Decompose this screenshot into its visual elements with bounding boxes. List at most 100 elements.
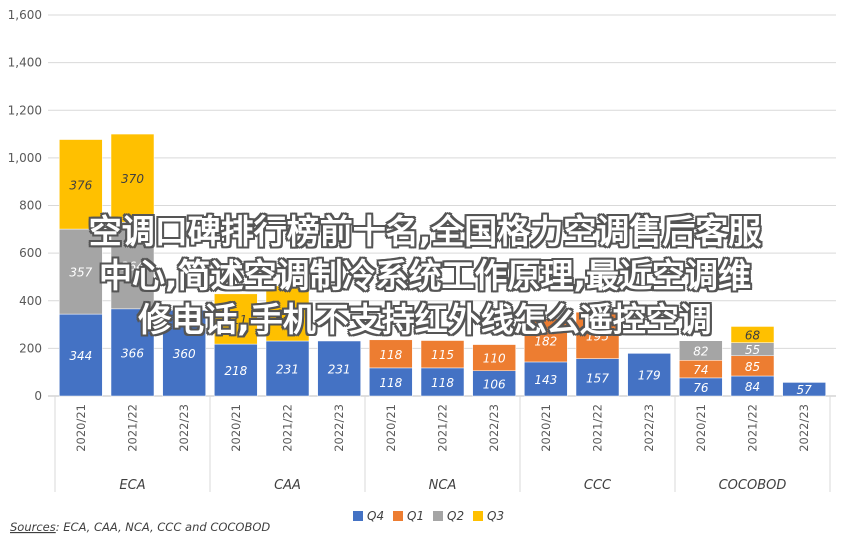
group-label: COCOBOD xyxy=(719,478,787,493)
data-label: 118 xyxy=(379,376,402,390)
bar-segment xyxy=(730,326,775,343)
bar-segment xyxy=(575,311,620,359)
y-tick-label: 1,200 xyxy=(8,103,42,117)
bar-segment xyxy=(214,343,258,397)
data-label: 231 xyxy=(276,307,299,321)
bar-segment xyxy=(420,367,465,397)
data-label: 118 xyxy=(431,376,454,390)
bars xyxy=(59,133,826,397)
x-tick-label: 2022/23 xyxy=(177,404,191,452)
bar-segment xyxy=(317,340,361,397)
data-label: 76 xyxy=(693,381,709,395)
data-label: 68 xyxy=(745,329,761,343)
data-label: 360 xyxy=(173,347,196,361)
data-label: 57 xyxy=(797,383,813,397)
y-tick-label: 0 xyxy=(34,389,42,403)
y-tick-label: 800 xyxy=(19,199,42,213)
data-label: 106 xyxy=(483,377,506,391)
bar-segment xyxy=(524,318,568,363)
group-label: CCC xyxy=(584,478,612,493)
source-text: Sources: ECA, CAA, NCA, CCC and COCOBOD xyxy=(10,520,270,534)
x-tick-label: 2021/22 xyxy=(126,404,140,452)
source-note: Sources: ECA, CAA, NCA, CCC and COCOBOD xyxy=(10,520,270,534)
data-label: 179 xyxy=(638,369,661,383)
x-tick-label: 2021/22 xyxy=(281,404,295,452)
legend-swatch xyxy=(473,511,483,521)
y-tick-label: 1,400 xyxy=(8,56,42,70)
data-label: 376 xyxy=(69,178,92,192)
data-label: 84 xyxy=(745,380,760,394)
legend-label: Q1 xyxy=(407,509,424,523)
data-label: 110 xyxy=(483,352,506,366)
bar-segment xyxy=(575,358,620,397)
x-tick-label: 2020/21 xyxy=(539,404,553,452)
data-label: 55 xyxy=(745,343,760,357)
bar-segment xyxy=(110,133,155,223)
bar-segment xyxy=(420,340,465,369)
group-label: ECA xyxy=(119,478,145,493)
data-label: 231 xyxy=(276,362,299,376)
x-tick-label: 2021/22 xyxy=(591,404,605,452)
legend: Q4 Q1 Q2 Q3 xyxy=(353,509,504,523)
y-axis: 0 200 400 600 800 1,000 1,200 1,400 1,600 xyxy=(8,8,42,403)
legend-swatch xyxy=(393,511,403,521)
x-tick-label: 2021/22 xyxy=(436,404,450,452)
data-label: 211 xyxy=(224,313,247,327)
group-label: CAA xyxy=(274,478,301,493)
data-label: 74 xyxy=(693,363,708,377)
source-list: : ECA, CAA, NCA, CCC and COCOBOD xyxy=(56,520,271,534)
data-label: 115 xyxy=(431,348,454,362)
bar-segment xyxy=(369,339,413,369)
bar-segment xyxy=(472,370,516,397)
y-tick-label: 200 xyxy=(19,341,42,355)
bar-segment xyxy=(627,353,671,397)
data-label: 157 xyxy=(586,371,609,385)
data-label: 218 xyxy=(224,364,247,378)
x-tick-label: 2020/21 xyxy=(384,404,398,452)
y-tick-label: 1,600 xyxy=(8,8,42,22)
data-label: 143 xyxy=(534,373,557,387)
x-axis: 2020/21 2021/22 2022/23 ECA 2020/21 2021/22 20… xyxy=(54,396,831,493)
source-label: Sources xyxy=(10,520,56,534)
data-label: 182 xyxy=(534,334,557,348)
data-label: 366 xyxy=(121,346,144,360)
bar-segment xyxy=(679,340,723,361)
data-label: 195 xyxy=(586,329,609,343)
x-tick-label: 2022/23 xyxy=(332,404,346,452)
bar-segment xyxy=(782,382,826,397)
legend-label: Q4 xyxy=(367,509,384,523)
data-label: 118 xyxy=(379,348,402,362)
data-label: 231 xyxy=(328,362,351,376)
legend-swatch xyxy=(433,511,443,521)
x-tick-label: 2021/22 xyxy=(746,404,760,452)
x-tick-label: 2020/21 xyxy=(694,404,708,452)
data-label: 370 xyxy=(121,172,144,186)
bar-segment xyxy=(162,310,206,397)
x-tick-label: 2020/21 xyxy=(74,404,88,452)
bar-segment xyxy=(524,361,568,397)
data-label: 364 xyxy=(121,260,144,274)
bar-segment xyxy=(59,139,103,230)
y-tick-label: 1,000 xyxy=(8,151,42,165)
y-tick-label: 400 xyxy=(19,294,42,308)
bar-segment xyxy=(265,340,310,397)
bar-segment xyxy=(369,367,413,397)
bar-segment xyxy=(214,293,258,345)
x-tick-label: 2022/23 xyxy=(487,404,501,452)
bar-segment xyxy=(265,285,310,342)
group-label: NCA xyxy=(429,478,457,493)
bar-segment xyxy=(110,308,155,397)
data-label: 85 xyxy=(745,360,760,374)
data-labels: 344 357 376 366 364 370 360 218 211 231 231 231 118 1… xyxy=(69,172,812,397)
data-label: 357 xyxy=(69,266,92,280)
data-label: 344 xyxy=(69,349,92,363)
y-tick-label: 600 xyxy=(19,246,42,260)
bar-segment xyxy=(472,344,516,372)
x-tick-label: 2022/23 xyxy=(797,404,811,452)
legend-swatch xyxy=(353,511,363,521)
bar-segment xyxy=(59,228,103,315)
x-tick-label: 2022/23 xyxy=(642,404,656,452)
bar-segment xyxy=(59,313,103,397)
data-label: 82 xyxy=(693,345,708,359)
